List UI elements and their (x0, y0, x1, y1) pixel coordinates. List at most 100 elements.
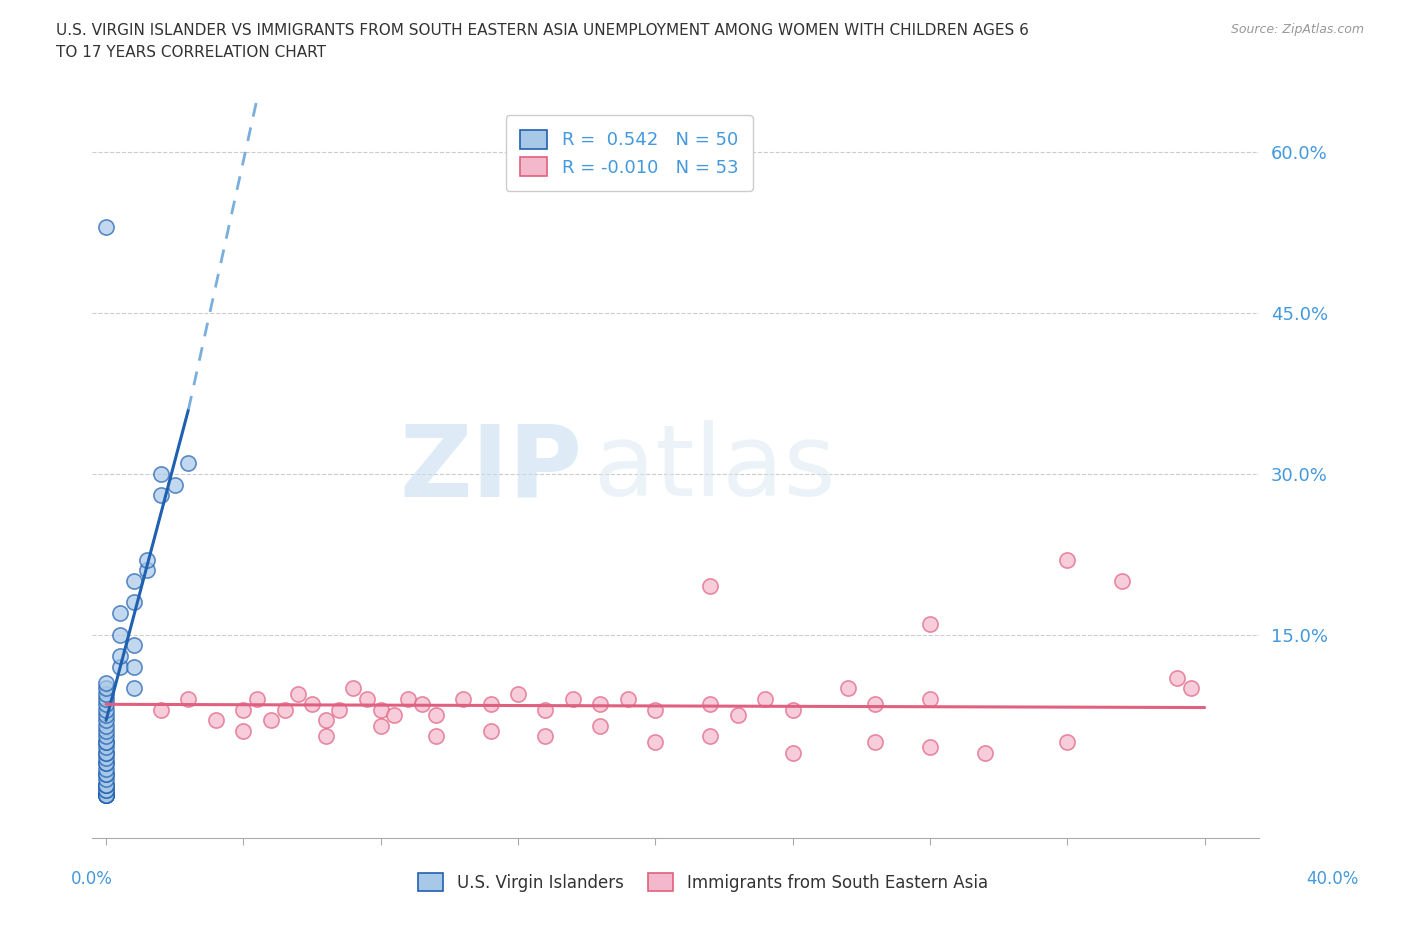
Point (94, 745, 117, 760)
Point (94, 713, 117, 728)
Point (754, 692, 776, 707)
Point (94, 729, 117, 744)
Point (136, 563, 159, 578)
Point (1180, 681, 1202, 696)
Point (396, 692, 419, 707)
Point (94, 675, 117, 690)
Point (1056, 735, 1078, 750)
Legend: R =  0.542   N = 50, R = -0.010   N = 53: R = 0.542 N = 50, R = -0.010 N = 53 (506, 115, 752, 191)
Point (122, 681, 145, 696)
Point (973, 745, 995, 760)
Point (356, 692, 378, 707)
Point (177, 456, 200, 471)
Point (94, 735, 117, 750)
Point (108, 659, 131, 674)
Point (94, 788, 117, 803)
Text: ZIP: ZIP (399, 420, 582, 517)
Point (301, 697, 323, 711)
Legend: U.S. Virgin Islanders, Immigrants from South Eastern Asia: U.S. Virgin Islanders, Immigrants from S… (412, 867, 994, 898)
Point (561, 692, 583, 707)
Point (94, 761, 117, 776)
Point (411, 697, 433, 711)
Point (136, 552, 159, 567)
Point (425, 708, 447, 723)
Point (149, 467, 172, 482)
Point (506, 686, 529, 701)
Point (479, 724, 502, 738)
Point (1166, 671, 1188, 685)
Point (589, 718, 612, 733)
Point (108, 605, 131, 620)
Point (94, 766, 117, 781)
Text: 0.0%: 0.0% (70, 870, 112, 888)
Point (94, 788, 117, 803)
Point (94, 724, 117, 738)
Point (94, 756, 117, 771)
Point (918, 739, 941, 754)
Point (108, 627, 131, 642)
Point (617, 692, 640, 707)
Point (1111, 574, 1133, 589)
Point (451, 692, 474, 707)
Point (384, 708, 406, 723)
Point (94, 697, 117, 711)
Point (94, 735, 117, 750)
Point (177, 692, 200, 707)
Point (94, 692, 117, 707)
Point (163, 477, 186, 492)
Text: atlas: atlas (595, 420, 835, 517)
Point (918, 617, 941, 631)
Point (94, 777, 117, 792)
Point (94, 783, 117, 798)
Point (94, 681, 117, 696)
Point (122, 574, 145, 589)
Point (205, 713, 228, 728)
Point (782, 702, 804, 717)
Text: Source: ZipAtlas.com: Source: ZipAtlas.com (1230, 23, 1364, 36)
Point (122, 659, 145, 674)
Point (94, 751, 117, 765)
Point (94, 745, 117, 760)
Point (94, 788, 117, 803)
Point (589, 697, 612, 711)
Point (94, 772, 117, 787)
Point (94, 686, 117, 701)
Point (94, 766, 117, 781)
Point (644, 702, 666, 717)
Point (315, 729, 337, 744)
Text: 40.0%: 40.0% (1306, 870, 1360, 888)
Text: U.S. VIRGIN ISLANDER VS IMMIGRANTS FROM SOUTH EASTERN ASIA UNEMPLOYMENT AMONG WO: U.S. VIRGIN ISLANDER VS IMMIGRANTS FROM … (56, 23, 1029, 60)
Point (782, 745, 804, 760)
Point (315, 713, 337, 728)
Point (727, 708, 749, 723)
Point (479, 697, 502, 711)
Point (94, 739, 117, 754)
Point (287, 686, 309, 701)
Point (246, 692, 269, 707)
Point (149, 488, 172, 503)
Point (108, 648, 131, 663)
Point (260, 713, 283, 728)
Point (94, 783, 117, 798)
Point (328, 702, 350, 717)
Point (918, 692, 941, 707)
Point (863, 697, 886, 711)
Point (837, 681, 859, 696)
Point (94, 777, 117, 792)
Point (94, 788, 117, 803)
Point (370, 702, 392, 717)
Point (342, 681, 364, 696)
Point (370, 718, 392, 733)
Point (699, 729, 721, 744)
Point (122, 595, 145, 610)
Point (122, 638, 145, 653)
Point (149, 702, 172, 717)
Point (1056, 552, 1078, 567)
Point (232, 702, 254, 717)
Point (94, 777, 117, 792)
Point (699, 579, 721, 594)
Point (94, 702, 117, 717)
Point (232, 724, 254, 738)
Point (644, 735, 666, 750)
Point (94, 219, 117, 234)
